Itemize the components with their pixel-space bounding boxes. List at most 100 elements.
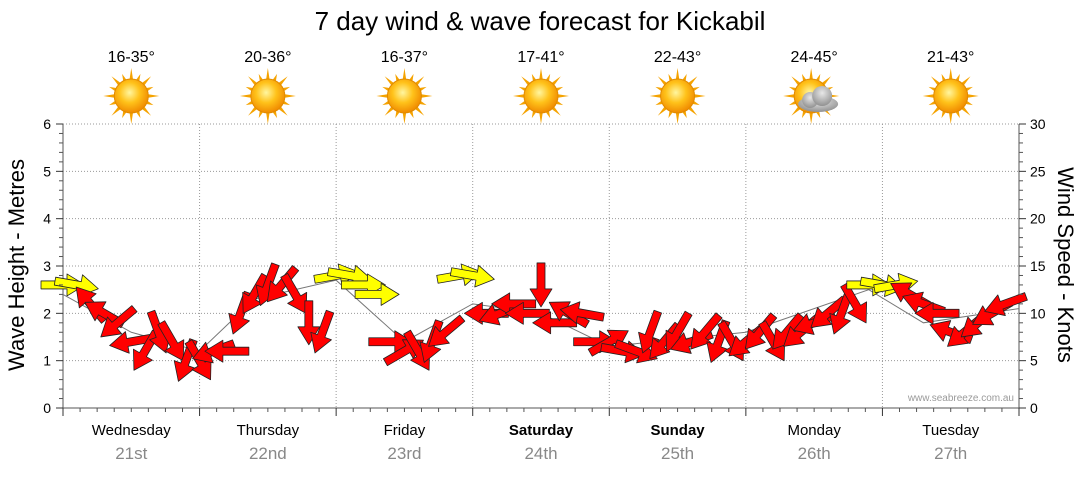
y-axis-label: Wave Height - Metres	[4, 159, 29, 371]
sun-rays	[103, 68, 160, 124]
sun-ray	[521, 76, 531, 86]
sun-ray	[967, 94, 979, 98]
sun-ray	[675, 112, 680, 124]
sun-rays	[239, 68, 296, 124]
sun-ray	[111, 76, 121, 86]
y2-tick-label: 10	[1030, 305, 1046, 321]
sun-ray	[539, 112, 543, 124]
wind-arrow	[504, 301, 550, 325]
wind-arrow	[744, 312, 778, 350]
y-tick-label: 4	[43, 211, 51, 227]
sun-ray	[376, 94, 388, 98]
day-date-label: 26th	[798, 444, 831, 463]
sun-ray	[668, 73, 673, 82]
sun-ray	[258, 110, 263, 119]
sun-ray	[146, 86, 154, 92]
sun-ray	[521, 106, 531, 116]
sun-ray	[788, 100, 797, 106]
wind-arrow	[100, 305, 138, 338]
wind-arrow	[310, 309, 335, 354]
day-name-label: Wednesday	[92, 422, 171, 439]
day-name-label: Saturday	[509, 422, 574, 439]
wind-arrow	[810, 295, 848, 328]
sun-ray	[278, 76, 288, 86]
wind-arrow	[587, 329, 629, 357]
chart-title: 7 day wind & wave forecast for Kickabil	[315, 6, 766, 36]
sun-ray	[688, 76, 698, 86]
sun-ray	[402, 112, 407, 124]
sun-ray	[682, 73, 687, 82]
sun-rays	[922, 68, 979, 124]
day-name-label: Friday	[384, 422, 426, 439]
wind-arrow	[242, 272, 270, 314]
y2-tick-label: 0	[1030, 400, 1038, 416]
sun-icon	[922, 68, 979, 124]
sun-ray	[103, 94, 115, 98]
sun-ray	[421, 94, 433, 98]
sun-ray	[930, 76, 940, 86]
wind-arrow	[529, 262, 553, 308]
sun-ray	[258, 73, 263, 82]
day-temp-range: 16-37°	[381, 49, 428, 66]
sun-ray	[531, 110, 537, 119]
sun-ray	[941, 110, 946, 119]
sun-ray	[657, 106, 667, 116]
sun-ray	[928, 86, 936, 92]
y-tick-label: 2	[43, 305, 51, 321]
sun-ray	[266, 112, 270, 124]
wind-arrow	[354, 282, 400, 306]
sun-disc	[113, 78, 149, 114]
y2-tick-label: 15	[1030, 258, 1046, 274]
wind-arrow	[491, 292, 537, 316]
sun-ray	[551, 106, 561, 116]
sun-ray	[146, 100, 154, 106]
sun-ray	[961, 106, 971, 116]
day-date-label: 25th	[661, 444, 694, 463]
sun-icon	[103, 68, 160, 124]
wind-arrow	[109, 331, 155, 354]
sun-ray	[682, 110, 687, 119]
sun-ray	[531, 73, 537, 82]
cloud	[798, 86, 839, 112]
sun-disc	[660, 78, 696, 114]
wind-arrow	[280, 272, 308, 314]
day-temp-range: 20-36°	[244, 49, 291, 66]
sun-ray	[965, 100, 973, 106]
sun-ray	[245, 100, 253, 106]
day-date-label: 23rd	[387, 444, 421, 463]
sun-ray	[248, 106, 258, 116]
sun-ray	[142, 106, 152, 116]
sun-ray	[384, 76, 394, 86]
sun-ray	[545, 110, 551, 119]
sun-ray	[122, 110, 127, 119]
sun-ray	[282, 86, 291, 92]
sun-rays	[376, 68, 433, 124]
day-temp-range: 21-43°	[927, 49, 974, 66]
sun-ray	[109, 100, 117, 106]
sun-icon	[239, 68, 296, 124]
sun-ray	[692, 100, 700, 106]
sun-ray	[395, 110, 400, 119]
sun-ray	[657, 76, 667, 86]
day-name-label: Sunday	[650, 422, 705, 439]
sun-ray	[266, 68, 270, 80]
sun-ray	[402, 68, 407, 80]
sun-ray	[382, 100, 390, 106]
day-temp-range: 16-35°	[108, 49, 155, 66]
day-date-label: 22nd	[249, 444, 287, 463]
sun-ray	[136, 110, 141, 119]
watermark: www.seabreeze.com.au	[907, 393, 1014, 404]
day-temp-range: 24-45°	[790, 49, 837, 66]
y-tick-label: 5	[43, 163, 51, 179]
sun-ray	[555, 86, 564, 92]
y-tick-label: 1	[43, 353, 51, 369]
sun-ray	[955, 73, 960, 82]
sun-ray	[961, 76, 971, 86]
sun-ray	[675, 68, 680, 80]
sun-ray	[791, 76, 801, 86]
sun-ray	[539, 68, 543, 80]
sun-ray	[148, 94, 160, 98]
sun-ray	[694, 94, 706, 98]
y2-axis-label: Wind Speed - Knots	[1053, 167, 1078, 363]
